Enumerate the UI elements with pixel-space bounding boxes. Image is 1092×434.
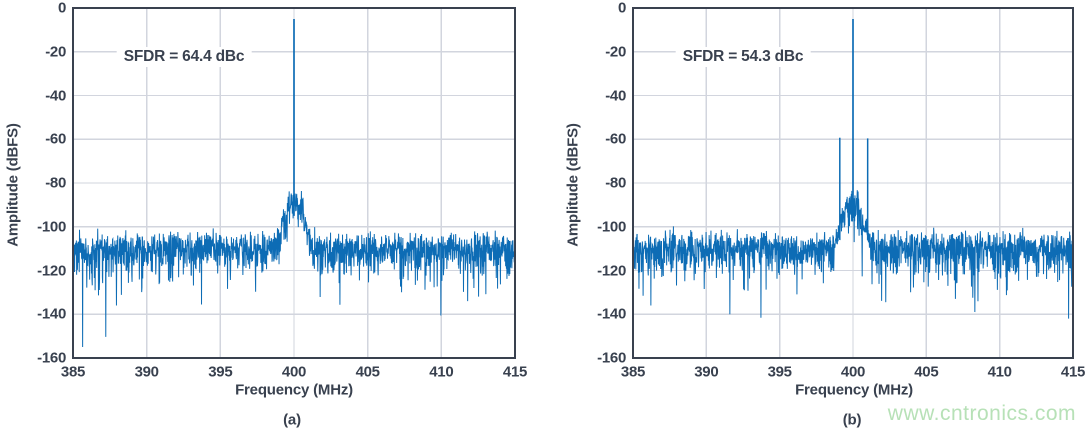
y-tick-label: -60 bbox=[45, 130, 66, 148]
y-tick-label: -40 bbox=[45, 87, 66, 104]
x-tick-label: 400 bbox=[281, 363, 307, 381]
y-tick-label: -120 bbox=[37, 262, 66, 279]
y-tick-label: -20 bbox=[605, 43, 626, 61]
plot-border bbox=[632, 7, 1074, 359]
y-tick-label: -120 bbox=[597, 262, 626, 279]
x-tick-label: 405 bbox=[355, 363, 380, 381]
y-axis-label-a: Amplitude (dBFS) bbox=[4, 123, 22, 247]
subplot-caption-b: (b) bbox=[842, 411, 862, 429]
y-tick-label: -40 bbox=[605, 87, 626, 104]
y-tick-label: -160 bbox=[597, 349, 626, 367]
x-tick-label: 395 bbox=[208, 363, 233, 381]
sfdr-annotation-a: SFDR = 64.4 dBc bbox=[116, 47, 252, 67]
x-tick-label: 415 bbox=[1060, 363, 1086, 381]
x-axis-label-b: Frequency (MHz) bbox=[795, 381, 913, 399]
y-tick-label: -20 bbox=[45, 43, 66, 61]
sfdr-annotation-b: SFDR = 54.3 dBc bbox=[675, 47, 811, 67]
y-tick-label: -100 bbox=[37, 218, 66, 236]
x-tick-label: 385 bbox=[60, 363, 86, 381]
y-tick-label: -80 bbox=[45, 174, 66, 192]
y-tick-label: -140 bbox=[37, 305, 66, 323]
x-tick-label: 410 bbox=[987, 363, 1012, 381]
y-tick-label: -100 bbox=[597, 218, 626, 236]
watermark-text: www.cntronics.com bbox=[887, 402, 1076, 425]
y-tick-label: -140 bbox=[597, 305, 626, 323]
y-tick-label: -80 bbox=[605, 174, 626, 192]
y-tick-label: -60 bbox=[605, 130, 626, 148]
y-tick-label: 0 bbox=[617, 0, 626, 17]
subplot-caption-a: (a) bbox=[283, 411, 301, 429]
y-tick-label: 0 bbox=[57, 0, 66, 17]
x-tick-label: 395 bbox=[767, 363, 792, 381]
x-tick-label: 390 bbox=[134, 363, 159, 381]
x-tick-label: 400 bbox=[840, 363, 866, 381]
x-axis-label-a: Frequency (MHz) bbox=[235, 381, 353, 399]
y-axis-label-b: Amplitude (dBFS) bbox=[564, 123, 582, 247]
y-tick-label: -160 bbox=[37, 349, 66, 367]
x-tick-label: 410 bbox=[429, 363, 454, 381]
x-tick-label: 390 bbox=[694, 363, 719, 381]
x-tick-label: 385 bbox=[620, 363, 646, 381]
x-tick-label: 415 bbox=[502, 363, 528, 381]
x-tick-label: 405 bbox=[914, 363, 939, 381]
plot-border bbox=[72, 7, 516, 359]
